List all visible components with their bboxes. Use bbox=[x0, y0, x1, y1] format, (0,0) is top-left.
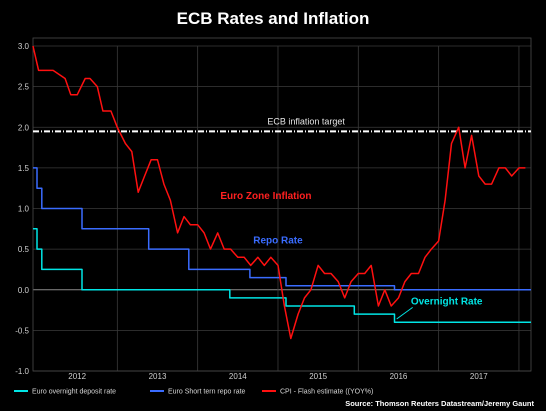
x-tick-label: 2013 bbox=[149, 372, 167, 381]
inflation-target-label: ECB inflation target bbox=[267, 116, 345, 126]
y-tick-label: 0.0 bbox=[18, 286, 30, 295]
source-note: Source: Thomson Reuters Datastream/Jerem… bbox=[345, 399, 534, 408]
legend-label: Euro overnight deposit rate bbox=[32, 389, 116, 396]
legend-label: Euro Short tern repo rate bbox=[168, 389, 246, 396]
x-tick-label: 2017 bbox=[470, 372, 488, 381]
y-tick-label: 3.0 bbox=[18, 42, 30, 51]
plot-border bbox=[32, 37, 532, 372]
y-tick-label: 2.0 bbox=[18, 123, 30, 132]
annotation-layer: Euro Zone Inflation Repo Rate Overnight Ra… bbox=[220, 191, 483, 320]
series-line-2 bbox=[32, 45, 526, 340]
legend-label: CPI - Flash estimate ((YOY%) bbox=[280, 389, 373, 396]
series-line-0 bbox=[33, 228, 531, 324]
x-tick-label: 2016 bbox=[390, 372, 408, 381]
y-tick-label: 2.5 bbox=[18, 83, 30, 92]
legend: Euro overnight deposit rate Euro Short te… bbox=[14, 389, 373, 396]
chart-title: ECB Rates and Inflation bbox=[177, 9, 370, 28]
series-line-1 bbox=[33, 167, 531, 291]
x-tick-label: 2012 bbox=[68, 372, 86, 381]
y-tick-label: 1.5 bbox=[18, 164, 30, 173]
annotation-label-1: Repo Rate bbox=[253, 235, 303, 246]
axis-layer: 3.0 2.5 2.0 1.5 1.0 0.5 0.0 -0.5 -1.0 2012 2013 201… bbox=[15, 42, 488, 381]
annotation-pointer bbox=[396, 306, 413, 320]
y-tick-label: 0.5 bbox=[18, 245, 30, 254]
x-tick-label: 2014 bbox=[229, 372, 247, 381]
y-tick-label: -0.5 bbox=[15, 326, 29, 335]
target-layer: ECB inflation target bbox=[33, 116, 531, 133]
grid-layer bbox=[32, 37, 532, 372]
annotation-label-0: Euro Zone Inflation bbox=[220, 191, 311, 202]
x-tick-label: 2015 bbox=[309, 372, 327, 381]
y-tick-label: 1.0 bbox=[18, 205, 30, 214]
annotation-label-2: Overnight Rate bbox=[411, 296, 483, 307]
series-layer bbox=[32, 45, 531, 340]
y-tick-label: -1.0 bbox=[15, 367, 29, 376]
